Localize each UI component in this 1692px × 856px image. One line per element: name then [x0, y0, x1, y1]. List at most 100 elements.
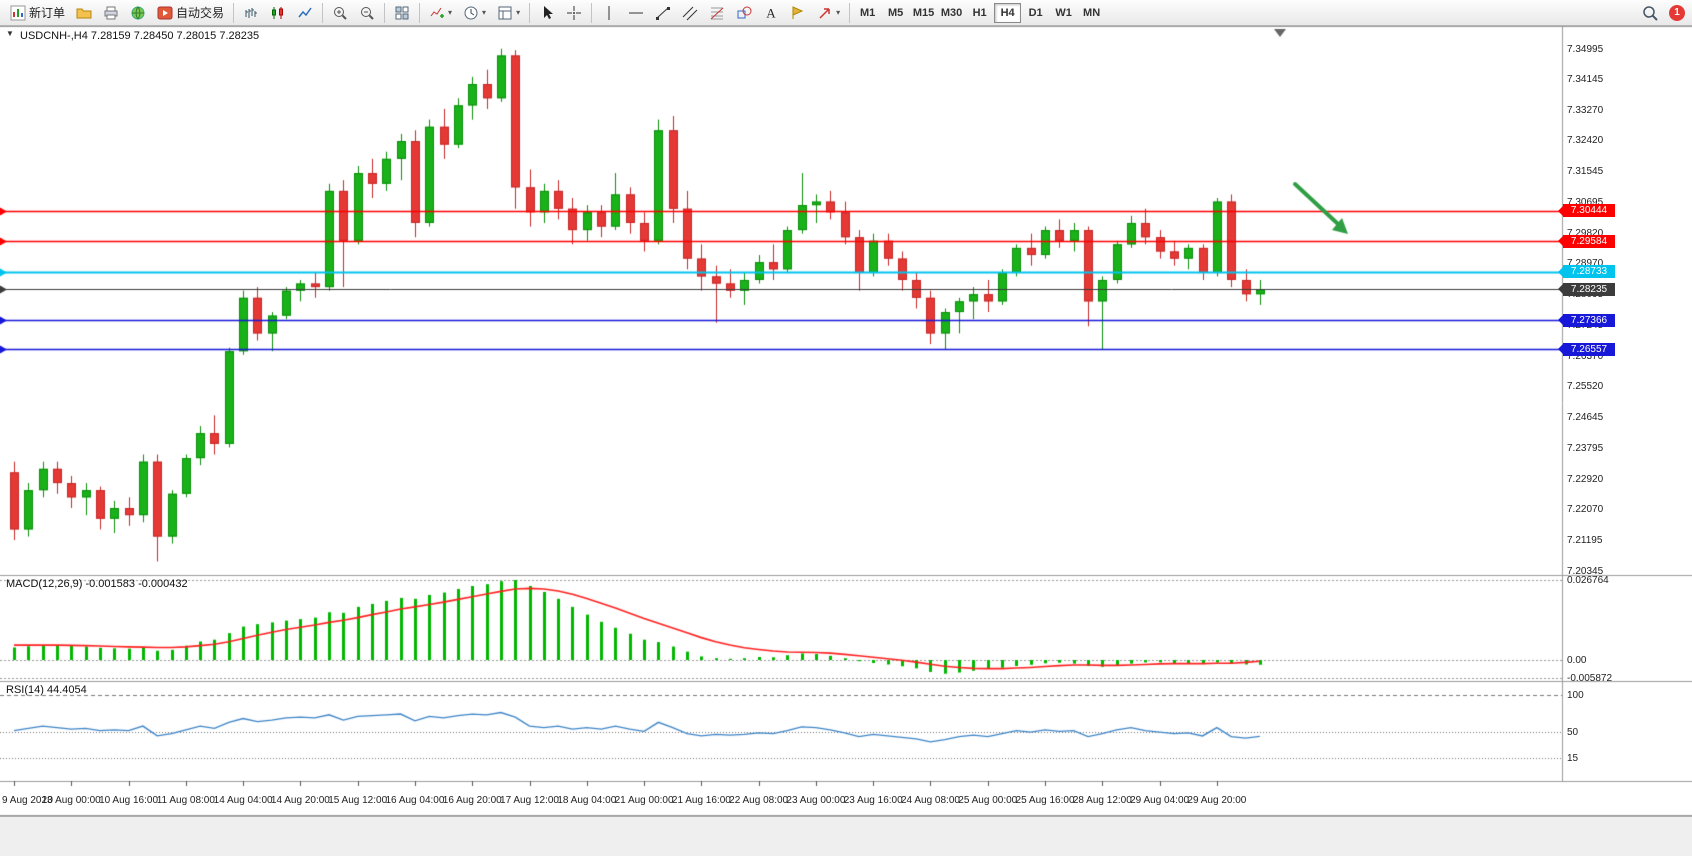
zoom-in-icon: [332, 5, 348, 21]
label-tool-button[interactable]: [785, 2, 811, 24]
time-axis-label: 11 Aug 08:00: [156, 795, 215, 806]
toolbar-separator: [419, 2, 421, 23]
vertical-line-tool-button[interactable]: [596, 2, 622, 24]
horizontal-line-tool-button[interactable]: [623, 2, 649, 24]
trendline-tool-button[interactable]: [650, 2, 676, 24]
time-axis-label: 16 Aug 20:00: [442, 795, 502, 806]
price-axis-label: 7.20345: [1567, 565, 1604, 577]
cursor-button[interactable]: [534, 2, 560, 24]
arrows-tool-button[interactable]: ▾: [812, 2, 845, 24]
search-button[interactable]: [1637, 2, 1663, 24]
periods-button[interactable]: ▾: [458, 2, 491, 24]
time-axis-label: 24 Aug 08:00: [900, 795, 960, 806]
zoom-in-button[interactable]: [327, 2, 353, 24]
indicators-button[interactable]: ▾: [424, 2, 457, 24]
toolbar-separator: [233, 2, 235, 23]
notification-badge[interactable]: 1: [1669, 4, 1685, 21]
chevron-down-icon: ▾: [836, 7, 841, 17]
candlestick-chart-button[interactable]: [265, 2, 291, 24]
tile-windows-button[interactable]: [389, 2, 415, 24]
profiles-button[interactable]: [71, 2, 97, 24]
channel-tool-button[interactable]: [677, 2, 703, 24]
trendline-icon: [655, 5, 671, 21]
main-toolbar: 新订单 自动交易 ▾ ▾ ▾ A ▾ M1 M5 M15 M30 H1 H4 D…: [0, 0, 1692, 26]
chart-window: ▼ USDCNH-,H4 7.28159 7.28450 7.28015 7.2…: [0, 26, 1692, 816]
price-axis-label: 7.22070: [1567, 504, 1604, 516]
rsi-axis-label: 15: [1567, 753, 1579, 765]
price-axis-label: 7.23795: [1567, 442, 1604, 454]
bar-chart-icon: [243, 5, 259, 21]
macd-axis-label: 0.00: [1567, 655, 1587, 666]
bar-chart-button[interactable]: [238, 2, 264, 24]
auto-trading-icon: [157, 5, 173, 21]
new-order-label: 新订单: [29, 6, 66, 20]
vertical-line-icon: [601, 5, 617, 21]
search-icon: [1642, 5, 1658, 21]
time-axis-label: 15 Aug 12:00: [328, 795, 388, 806]
timeframe-m5-button[interactable]: M5: [882, 3, 909, 23]
timeframe-h1-button[interactable]: H1: [966, 3, 993, 23]
time-axis-label: 9 Aug 2023: [2, 795, 53, 806]
tile-windows-icon: [394, 5, 410, 21]
candlestick-chart-icon: [270, 5, 286, 21]
rsi-indicator-title: RSI(14) 44.4054: [6, 684, 87, 696]
price-axis-label: 7.24645: [1567, 412, 1604, 424]
time-axis-label: 17 Aug 12:00: [500, 795, 559, 806]
time-axis-label: 16 Aug 04:00: [385, 795, 445, 806]
time-axis-label: 23 Aug 00:00: [786, 795, 846, 806]
time-axis-label: 22 Aug 08:00: [729, 795, 789, 806]
crosshair-button[interactable]: [561, 2, 587, 24]
time-axis-label: 10 Aug 00:00: [41, 795, 101, 806]
toolbar-separator: [849, 2, 851, 23]
timeframe-mn-button[interactable]: MN: [1078, 3, 1105, 23]
price-axis-label: 7.32420: [1567, 135, 1604, 147]
time-axis-label: 21 Aug 16:00: [671, 795, 731, 806]
price-axis-label: 7.29820: [1567, 227, 1604, 239]
macd-indicator-title: MACD(12,26,9) -0.001583 -0.000432: [6, 578, 188, 590]
price-axis-label: 7.22920: [1567, 473, 1604, 485]
chevron-down-icon: ▾: [448, 7, 453, 17]
auto-trading-label: 自动交易: [176, 6, 225, 20]
profiles-icon: [76, 5, 92, 21]
price-axis-label: 7.28970: [1567, 258, 1604, 270]
time-axis-label: 29 Aug 04:00: [1130, 795, 1190, 806]
fibonacci-icon: [709, 5, 725, 21]
text-tool-button[interactable]: A: [758, 2, 784, 24]
templates-button[interactable]: ▾: [492, 2, 525, 24]
price-tag-level: 7.28733: [1558, 265, 1615, 279]
timeframe-m15-button[interactable]: M15: [910, 3, 937, 23]
price-axis-label: 7.33270: [1567, 105, 1604, 117]
arrows-icon: [817, 5, 833, 21]
shapes-tool-button[interactable]: [731, 2, 757, 24]
timeframe-m1-button[interactable]: M1: [854, 3, 881, 23]
time-axis-label: 14 Aug 20:00: [270, 795, 330, 806]
print-button[interactable]: [98, 2, 124, 24]
price-tag-current: 7.28235: [1558, 282, 1615, 296]
price-axis-label: 7.25520: [1567, 381, 1604, 393]
timeframe-w1-button[interactable]: W1: [1050, 3, 1077, 23]
zoom-out-button[interactable]: [354, 2, 380, 24]
toolbar-separator: [384, 2, 386, 23]
price-tag-resistance-2: 7.29584: [1558, 234, 1615, 248]
candlestick-chart-canvas[interactable]: [0, 26, 1692, 816]
window-bottom-strip: [0, 816, 1692, 856]
price-axis-label: 7.30695: [1567, 196, 1604, 208]
timeframe-h4-button[interactable]: H4: [994, 2, 1022, 23]
community-button[interactable]: [125, 2, 151, 24]
svg-text:A: A: [766, 5, 776, 20]
community-globe-icon: [130, 5, 146, 21]
time-axis-label: 21 Aug 00:00: [614, 795, 674, 806]
new-order-button[interactable]: 新订单: [5, 2, 70, 24]
price-axis-label: 7.21195: [1567, 535, 1603, 547]
fibonacci-tool-button[interactable]: [704, 2, 730, 24]
new-order-icon: [10, 5, 26, 21]
channel-icon: [682, 5, 698, 21]
timeframe-d1-button[interactable]: D1: [1022, 3, 1049, 23]
time-axis-label: 10 Aug 16:00: [99, 795, 159, 806]
one-click-trading-toggle-icon[interactable]: ▼: [6, 29, 14, 38]
line-chart-button[interactable]: [292, 2, 318, 24]
auto-trading-button[interactable]: 自动交易: [152, 2, 229, 24]
timeframe-m30-button[interactable]: M30: [938, 3, 965, 23]
time-axis-label: 29 Aug 20:00: [1187, 795, 1247, 806]
cursor-icon: [539, 5, 555, 21]
